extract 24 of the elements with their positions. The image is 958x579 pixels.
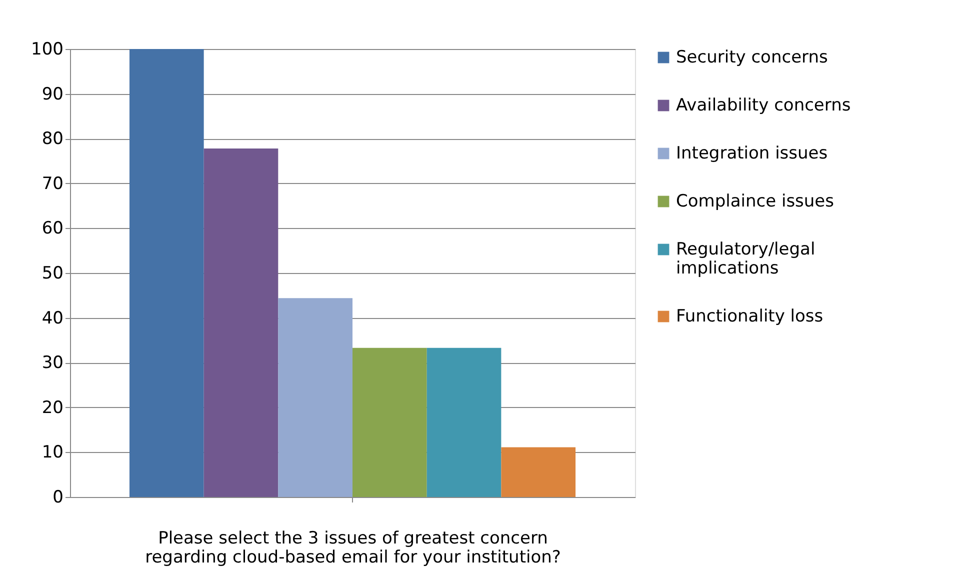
y-tick-label: 0 [52,488,64,508]
y-tick-label: 90 [42,84,64,104]
bar [352,348,427,497]
y-tick-label: 70 [42,174,64,194]
legend-label: Regulatory/legal implications [676,240,816,278]
y-tick-label: 20 [42,398,64,418]
y-tick-label: 50 [42,264,64,284]
legend-label: Security concerns [676,48,828,68]
legend-label: Availability concerns [676,96,851,116]
y-tick-label: 80 [42,129,64,150]
bar [426,348,502,497]
legend-label: Functionality loss [676,306,824,326]
y-tick-label: 30 [42,353,64,374]
x-axis-title: Please select the 3 issues of greatest concern regarding cloud-based email for your institution? [145,528,561,568]
bar [129,49,204,497]
legend-label: Complaince issues [676,192,834,212]
bar [204,148,278,497]
bar [501,447,576,497]
legend-label: Integration issues [676,144,828,164]
y-tick-label: 60 [42,218,64,239]
bar [278,298,352,497]
y-tick-label: 100 [31,40,64,60]
y-tick-label: 10 [42,442,64,463]
y-tick-label: 40 [42,308,64,328]
